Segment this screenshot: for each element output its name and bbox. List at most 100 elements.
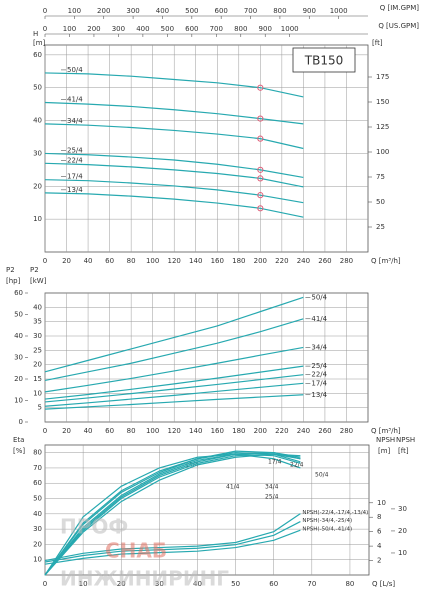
series-label: 22/4	[67, 156, 83, 164]
model-label: TB150	[304, 54, 343, 68]
point-marker	[257, 115, 264, 122]
series-line	[44, 152, 304, 179]
y2-tick-label: 8	[377, 513, 381, 521]
y-tick-label: 60	[33, 479, 42, 487]
y-tick-label: 40	[33, 117, 42, 125]
y-tick-label: 20	[33, 540, 42, 548]
watermark: ИНЖИНИРИНГ	[60, 567, 229, 591]
y-axis-unit: [kW]	[30, 277, 47, 285]
series-label: 17/4	[268, 459, 282, 466]
series-line	[44, 453, 301, 576]
y2-tick-label: 50	[14, 311, 23, 319]
x-axis-label: Q [L/s]	[372, 580, 395, 588]
y2-tick-label: 2	[377, 557, 381, 565]
series-label: 34/4	[265, 484, 279, 491]
x-tick-label: 280	[340, 427, 353, 435]
y-tick-label: 35	[33, 318, 42, 326]
series-line	[44, 101, 304, 125]
x-tick-label: 120	[168, 257, 181, 265]
y2-tick-label: 4	[377, 542, 382, 550]
x-tick-label: 140	[189, 427, 202, 435]
x-axis-label: Q [m³/h]	[371, 427, 401, 435]
series-label: 41/4	[311, 315, 327, 323]
x-tick-label: 80	[127, 257, 136, 265]
y2-axis-label: NPSH	[376, 436, 395, 444]
x-tick-label: 30	[155, 580, 164, 588]
top-tick-label: 400	[136, 25, 149, 33]
y-tick-label: 30	[33, 149, 42, 157]
y-tick-label: 30	[33, 525, 42, 533]
y2-tick-label: 150	[376, 98, 389, 106]
watermark: ПРОФ	[60, 515, 128, 539]
y2-axis-label: P2	[6, 266, 15, 274]
y-tick-label: 20	[33, 361, 42, 369]
x-tick-label: 60	[105, 427, 114, 435]
x-tick-label: 60	[105, 257, 114, 265]
top-tick-label: 100	[63, 25, 76, 33]
y2-tick-label: 10	[377, 499, 386, 507]
y-axis-label: H	[33, 30, 38, 38]
series-label: 34/4	[67, 117, 83, 125]
top-tick-label: 600	[214, 7, 227, 15]
x-tick-label: 220	[275, 427, 288, 435]
x-tick-label: 160	[211, 427, 224, 435]
series-line	[44, 365, 304, 400]
top-axis-label: Q [US.GPM]	[378, 22, 419, 30]
watermark: СНАБ	[105, 539, 167, 563]
y-tick-label: 70	[33, 464, 42, 472]
y2-tick-label: 125	[376, 123, 389, 131]
top-axis-label: Q [IM.GPM]	[380, 4, 419, 12]
series-label: 50/4	[311, 293, 327, 301]
y2-tick-label: 0	[19, 418, 23, 426]
series-line	[44, 453, 301, 576]
y-axis-unit: [%]	[13, 447, 25, 455]
top-tick-label: 300	[126, 7, 139, 15]
top-tick-label: 900	[259, 25, 272, 33]
x-tick-label: 160	[211, 257, 224, 265]
x-tick-label: 40	[193, 580, 202, 588]
x-tick-label: 240	[297, 427, 310, 435]
y-tick-label: 15	[33, 375, 42, 383]
y3-tick-label: 30	[398, 505, 407, 513]
series-label: 13/4	[67, 186, 83, 194]
top-tick-label: 700	[244, 7, 257, 15]
series-label: NPSH(-50/4,-41/4)	[302, 527, 352, 533]
y2-tick-label: 175	[376, 73, 389, 81]
series-line	[44, 318, 304, 382]
y-tick-label: 10	[33, 556, 42, 564]
y3-axis-unit: [ft]	[398, 447, 409, 455]
point-marker	[257, 205, 264, 212]
y2-axis-unit: [hp]	[6, 277, 21, 285]
series-label: 25/4	[265, 494, 279, 501]
series-line	[44, 513, 301, 562]
y-tick-label: 25	[33, 346, 42, 354]
y-tick-label: 30	[33, 332, 42, 340]
series-line	[44, 394, 304, 410]
point-marker	[257, 175, 264, 182]
x-axis-label: Q [m³/h]	[371, 257, 401, 265]
y-tick-label: 10	[33, 389, 42, 397]
series-line	[44, 162, 304, 188]
x-tick-label: 80	[345, 580, 354, 588]
series-line	[44, 529, 301, 565]
y3-tick-label: 20	[398, 527, 407, 535]
x-tick-label: 40	[84, 257, 93, 265]
x-tick-label: 20	[62, 427, 71, 435]
x-tick-label: 200	[254, 427, 267, 435]
y2-tick-label: 50	[376, 198, 385, 206]
y-tick-label: 40	[33, 510, 42, 518]
x-tick-label: 260	[318, 257, 331, 265]
series-line	[44, 382, 304, 407]
y2-axis-unit: [ft]	[372, 39, 383, 47]
series-label: 22/4	[311, 371, 327, 379]
top-tick-label: 800	[234, 25, 247, 33]
x-tick-label: 260	[318, 427, 331, 435]
top-tick-label: 200	[97, 7, 110, 15]
top-tick-label: 500	[185, 7, 198, 15]
series-label: NPSH(-22/4,-17/4,-13/4)	[302, 510, 368, 516]
x-tick-label: 50	[231, 580, 240, 588]
series-label: 50/4	[67, 66, 83, 74]
series-label: 50/4	[315, 472, 329, 479]
y-tick-label: 60	[33, 51, 42, 59]
